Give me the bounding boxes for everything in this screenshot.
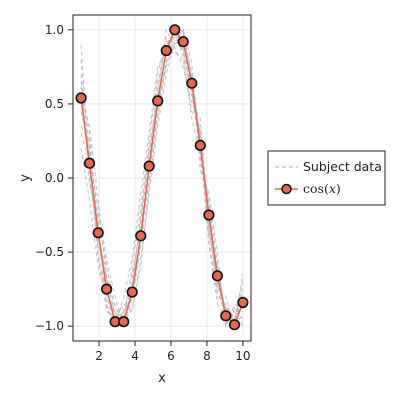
legend-cos-marker-swatch — [281, 183, 292, 195]
cos-data-point — [83, 157, 96, 169]
cos-series-line — [80, 28, 244, 327]
y-tick-label: 1.0 — [45, 23, 64, 37]
legend-box — [267, 150, 386, 206]
cos-data-point — [194, 139, 206, 151]
x-tick-label: 4 — [131, 349, 139, 363]
cos-data-point — [126, 286, 138, 298]
cos-data-point — [237, 296, 249, 309]
subject-data-line — [80, 29, 244, 328]
y-tick-label: −0.5 — [35, 245, 64, 259]
cos-data-point — [135, 230, 147, 242]
legend-subject-label: Subject data — [303, 159, 382, 174]
legend: Subject data cos(𝑥) — [267, 150, 386, 206]
x-tick-label: 10 — [235, 349, 250, 363]
cos-data-point — [100, 283, 113, 295]
cos-data-point — [186, 77, 198, 89]
cos-data-point — [203, 209, 215, 221]
y-tick-label: 0.0 — [45, 171, 64, 185]
x-tick-label: 2 — [95, 349, 103, 363]
cos-data-point — [177, 36, 189, 48]
subject-data-line — [80, 31, 244, 329]
y-tick-label: −1.0 — [35, 319, 64, 333]
subject-data-line — [80, 28, 244, 329]
axis-ticks: 2 4 6 8 10 1.0 0.5 0.0 −0.5 −1.0 — [35, 23, 251, 363]
x-tick-label: 8 — [203, 349, 211, 363]
cos-series — [75, 24, 249, 331]
y-tick-label: 0.5 — [45, 97, 64, 111]
cos-data-point — [92, 227, 104, 239]
cos-data-point — [143, 160, 155, 172]
x-axis-label: x — [158, 371, 166, 386]
cos-data-point — [220, 310, 232, 322]
cos-data-point — [118, 316, 130, 328]
cos-data-point — [228, 319, 241, 331]
cos-data-point — [152, 95, 164, 107]
subject-data-line — [80, 28, 244, 328]
subject-data-line — [80, 35, 244, 321]
cos-data-point — [211, 270, 223, 282]
cos-data-point — [169, 24, 181, 36]
grid-lines — [73, 15, 251, 341]
x-tick-label: 6 — [167, 349, 175, 363]
legend-cos-label: cos(𝑥) — [303, 181, 341, 196]
cos-data-point — [75, 92, 87, 104]
cos-data-point — [160, 44, 172, 57]
y-axis-label: y — [18, 174, 33, 182]
